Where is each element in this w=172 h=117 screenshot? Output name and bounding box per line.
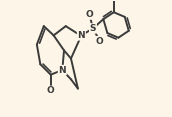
Text: O: O — [96, 37, 104, 46]
Text: N: N — [78, 31, 85, 40]
Text: O: O — [47, 86, 55, 95]
Text: S: S — [90, 24, 96, 33]
Text: N: N — [58, 66, 66, 75]
Text: O: O — [86, 10, 93, 19]
